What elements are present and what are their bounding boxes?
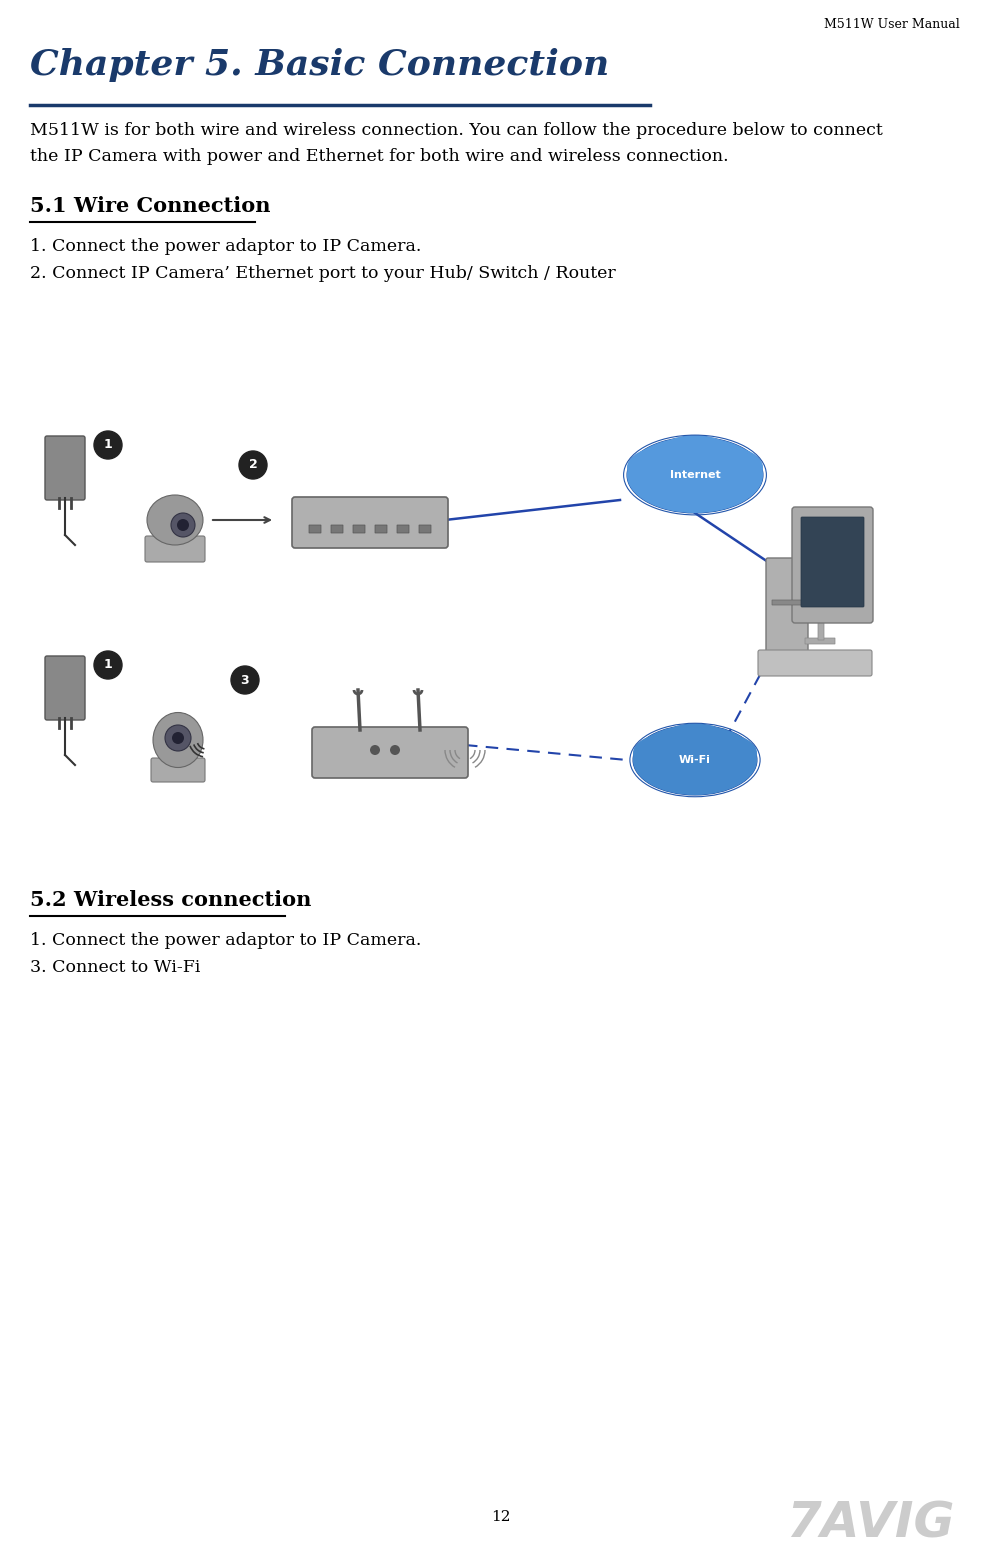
FancyBboxPatch shape — [397, 525, 409, 533]
Text: 1: 1 — [103, 658, 112, 672]
FancyBboxPatch shape — [45, 656, 85, 720]
Text: 7AVIG: 7AVIG — [785, 1501, 953, 1544]
Ellipse shape — [653, 435, 735, 480]
Text: 12: 12 — [491, 1510, 510, 1524]
FancyBboxPatch shape — [45, 435, 85, 500]
Text: 5.2 Wireless connection: 5.2 Wireless connection — [30, 889, 311, 909]
FancyBboxPatch shape — [419, 525, 431, 533]
Text: 1: 1 — [103, 438, 112, 451]
Ellipse shape — [650, 469, 711, 503]
FancyBboxPatch shape — [766, 557, 808, 662]
Text: M511W User Manual: M511W User Manual — [824, 19, 959, 31]
Text: 3: 3 — [240, 673, 249, 687]
Text: M511W is for both wire and wireless connection. You can follow the procedure bel: M511W is for both wire and wireless conn… — [30, 122, 882, 139]
Ellipse shape — [678, 755, 734, 786]
Text: 1. Connect the power adaptor to IP Camera.: 1. Connect the power adaptor to IP Camer… — [30, 933, 421, 950]
Circle shape — [170, 513, 194, 537]
FancyBboxPatch shape — [353, 525, 365, 533]
FancyBboxPatch shape — [801, 517, 863, 607]
Text: 2. Connect IP Camera’ Ethernet port to your Hub/ Switch / Router: 2. Connect IP Camera’ Ethernet port to y… — [30, 266, 615, 283]
Circle shape — [370, 746, 380, 755]
Circle shape — [390, 746, 400, 755]
Circle shape — [171, 732, 183, 744]
Ellipse shape — [632, 733, 700, 772]
FancyBboxPatch shape — [375, 525, 387, 533]
Circle shape — [94, 652, 122, 679]
FancyBboxPatch shape — [818, 615, 824, 641]
FancyBboxPatch shape — [145, 536, 204, 562]
Ellipse shape — [657, 723, 731, 766]
Ellipse shape — [147, 496, 202, 545]
Ellipse shape — [688, 733, 757, 772]
Ellipse shape — [654, 755, 709, 786]
Circle shape — [238, 451, 267, 479]
Text: 3. Connect to Wi-Fi: 3. Connect to Wi-Fi — [30, 959, 200, 976]
Circle shape — [176, 519, 188, 531]
FancyBboxPatch shape — [758, 650, 871, 676]
FancyBboxPatch shape — [792, 506, 872, 622]
Text: 1. Connect the power adaptor to IP Camera.: 1. Connect the power adaptor to IP Camer… — [30, 238, 421, 255]
Ellipse shape — [687, 446, 763, 488]
Text: the IP Camera with power and Ethernet for both wire and wireless connection.: the IP Camera with power and Ethernet fo… — [30, 148, 727, 165]
Circle shape — [94, 431, 122, 459]
Text: Internet: Internet — [669, 469, 719, 480]
FancyBboxPatch shape — [312, 727, 468, 778]
FancyBboxPatch shape — [151, 758, 204, 781]
FancyBboxPatch shape — [772, 601, 802, 605]
Ellipse shape — [632, 726, 757, 795]
Ellipse shape — [153, 712, 202, 767]
FancyBboxPatch shape — [292, 497, 448, 548]
Text: 2: 2 — [248, 459, 258, 471]
Ellipse shape — [677, 469, 738, 503]
FancyBboxPatch shape — [331, 525, 343, 533]
Ellipse shape — [626, 437, 763, 513]
Ellipse shape — [626, 446, 701, 488]
Text: 5.1 Wire Connection: 5.1 Wire Connection — [30, 196, 271, 216]
Circle shape — [165, 726, 190, 750]
Ellipse shape — [626, 437, 763, 513]
Circle shape — [230, 665, 259, 693]
FancyBboxPatch shape — [309, 525, 321, 533]
Ellipse shape — [632, 726, 757, 795]
Text: Wi-Fi: Wi-Fi — [678, 755, 710, 764]
Text: Chapter 5. Basic Connection: Chapter 5. Basic Connection — [30, 48, 608, 82]
FancyBboxPatch shape — [805, 638, 835, 644]
